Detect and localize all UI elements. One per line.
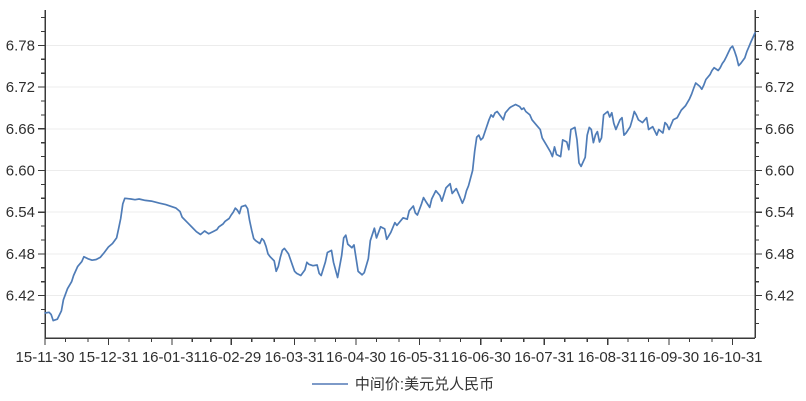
x-tick-label: 16-06-30 <box>451 349 511 366</box>
gridlines <box>45 44 755 297</box>
x-tick-label: 16-01-31 <box>142 349 202 366</box>
x-tick-label: 16-03-31 <box>265 349 325 366</box>
x-tick-label: 16-02-29 <box>201 349 261 366</box>
x-tick-label: 16-10-31 <box>702 349 762 366</box>
y-tick-label-right: 6.42 <box>765 288 794 305</box>
y-tick-label-left: 6.42 <box>6 288 35 305</box>
y-tick-label-left: 6.66 <box>6 121 35 138</box>
y-tick-label-left: 6.48 <box>6 246 35 263</box>
y-tick-label-right: 6.60 <box>765 163 794 180</box>
y-tick-label-right: 6.66 <box>765 121 794 138</box>
y-tick-label-left: 6.78 <box>6 37 35 54</box>
legend: 中间价:美元兑人民币 <box>0 373 806 394</box>
series-line-usd-cny-parity <box>44 32 756 322</box>
x-tick-label: 16-05-31 <box>389 349 449 366</box>
y-tick-label-right: 6.72 <box>765 79 794 96</box>
legend-label: 中间价:美元兑人民币 <box>354 376 495 393</box>
y-tick-label-left: 6.72 <box>6 79 35 96</box>
x-tick-label: 15-12-31 <box>78 349 138 366</box>
x-tick-label: 16-09-30 <box>639 349 699 366</box>
x-tick-label: 16-04-30 <box>326 349 386 366</box>
y-axis: 6.42 6.42 6.48 6.48 6.54 6.54 6.60 6.60 6.66 6.66… <box>6 17 794 325</box>
y-tick-label-right: 6.54 <box>765 204 794 221</box>
y-tick-label-right: 6.78 <box>765 37 794 54</box>
y-tick-label-left: 6.60 <box>6 163 35 180</box>
legend-line-swatch <box>311 382 348 385</box>
x-axis: 15-11-30 15-12-31 16-01-31 16-02-29 16-03-31… <box>16 338 763 366</box>
x-tick-label: 16-08-31 <box>578 349 638 366</box>
y-tick-label-left: 6.54 <box>6 204 35 221</box>
axis-spines <box>44 10 756 339</box>
x-tick-label: 16-07-31 <box>514 349 574 366</box>
x-tick-label: 15-11-30 <box>16 349 75 366</box>
y-tick-label-right: 6.48 <box>765 246 794 263</box>
